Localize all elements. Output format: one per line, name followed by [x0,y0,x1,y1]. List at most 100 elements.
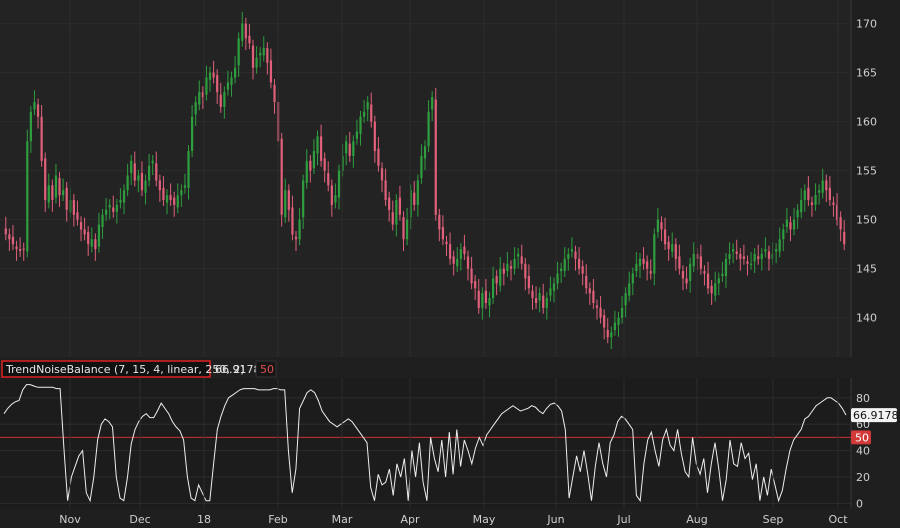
candle[interactable] [570,237,574,258]
candle[interactable] [477,278,480,314]
candle[interactable] [732,243,735,264]
candle[interactable] [699,244,703,275]
candle[interactable] [742,244,745,265]
candle[interactable] [828,176,831,206]
candle[interactable] [660,216,663,242]
candle[interactable] [251,39,255,80]
candle[interactable] [194,96,197,127]
candle[interactable] [402,211,405,252]
candle[interactable] [441,215,445,246]
candle[interactable] [26,129,29,258]
candle[interactable] [549,276,552,302]
candle[interactable] [237,32,240,78]
candle[interactable] [219,82,222,113]
candle[interactable] [355,119,359,145]
candle[interactable] [241,11,244,47]
candle[interactable] [287,184,290,222]
candle[interactable] [370,92,373,128]
candle[interactable] [176,183,179,214]
candle[interactable] [294,230,298,252]
candle[interactable] [262,36,265,62]
candle[interactable] [749,252,753,270]
candle[interactable] [216,69,219,104]
candle[interactable] [226,70,230,96]
candle[interactable] [298,207,301,246]
candle[interactable] [456,247,459,273]
candle[interactable] [642,247,645,270]
study-name-box[interactable] [1,360,211,378]
candle[interactable] [560,262,563,283]
candle[interactable] [4,216,7,241]
candle[interactable] [316,130,319,166]
candle[interactable] [72,194,75,227]
candle[interactable] [448,232,452,265]
candle[interactable] [337,164,341,210]
candle[interactable] [488,292,491,318]
candle[interactable] [463,234,466,260]
candle[interactable] [789,216,792,242]
candle[interactable] [108,199,111,220]
candle[interactable] [746,255,749,276]
candle[interactable] [839,211,842,242]
candle[interactable] [323,152,326,183]
candle[interactable] [646,255,649,281]
candle[interactable] [491,266,495,304]
candle[interactable] [653,228,656,286]
candle[interactable] [312,139,316,175]
candle[interactable] [724,252,728,288]
candle[interactable] [341,144,344,177]
indicator-series-line[interactable] [3,384,847,503]
candle[interactable] [527,264,531,295]
candle[interactable] [405,207,409,246]
candle[interactable] [735,239,738,260]
candle[interactable] [79,216,83,242]
candle[interactable] [678,244,681,275]
candle[interactable] [434,87,437,221]
candle[interactable] [520,244,523,270]
candle[interactable] [764,237,767,258]
candle[interactable] [255,46,258,74]
candle[interactable] [714,271,717,302]
candle[interactable] [800,188,803,219]
candle[interactable] [334,183,337,209]
candle[interactable] [606,318,609,344]
candle[interactable] [140,161,144,197]
candle[interactable] [563,247,566,278]
candle[interactable] [29,105,32,154]
candle[interactable] [545,292,548,320]
candle[interactable] [832,196,835,217]
candle[interactable] [757,244,760,265]
candle[interactable] [391,200,394,231]
candle[interactable] [119,188,122,209]
candle[interactable] [62,178,65,202]
candle[interactable] [445,235,448,256]
candle[interactable] [577,247,581,275]
candle[interactable] [165,189,169,215]
candle[interactable] [517,248,520,269]
candle[interactable] [524,257,527,291]
candle[interactable] [233,55,237,84]
candle[interactable] [710,279,713,305]
candle[interactable] [416,174,419,217]
candle[interactable] [269,48,273,89]
candle[interactable] [574,245,577,271]
candle[interactable] [502,262,505,286]
candle[interactable] [173,191,176,217]
candle[interactable] [201,86,204,109]
candle[interactable] [692,242,695,273]
candle[interactable] [223,86,226,119]
candle[interactable] [187,145,190,200]
candle[interactable] [620,296,624,324]
candle[interactable] [581,260,584,286]
candle[interactable] [133,151,136,187]
candle[interactable] [721,261,724,282]
candle[interactable] [180,184,183,207]
study-header[interactable]: TrendNoiseBalance (7, 15, 4, linear, 250… [1,360,277,378]
candle[interactable] [101,208,104,239]
candle[interactable] [810,196,814,217]
candle[interactable] [588,282,591,305]
candle[interactable] [628,271,631,302]
candle[interactable] [466,250,470,281]
candle[interactable] [266,42,269,75]
candle[interactable] [610,326,613,350]
